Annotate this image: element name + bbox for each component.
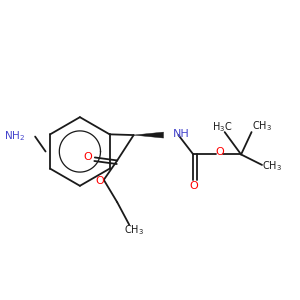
Text: NH: NH <box>172 129 189 139</box>
Text: CH$_3$: CH$_3$ <box>262 160 282 173</box>
Text: O: O <box>83 152 92 163</box>
Text: H$_3$C: H$_3$C <box>212 120 232 134</box>
Text: CH$_3$: CH$_3$ <box>124 223 144 237</box>
Text: O: O <box>189 182 198 191</box>
Polygon shape <box>134 132 164 138</box>
Text: NH$_2$: NH$_2$ <box>4 130 25 143</box>
Text: O: O <box>95 176 104 186</box>
Text: O: O <box>215 147 224 158</box>
Text: CH$_3$: CH$_3$ <box>252 119 272 133</box>
